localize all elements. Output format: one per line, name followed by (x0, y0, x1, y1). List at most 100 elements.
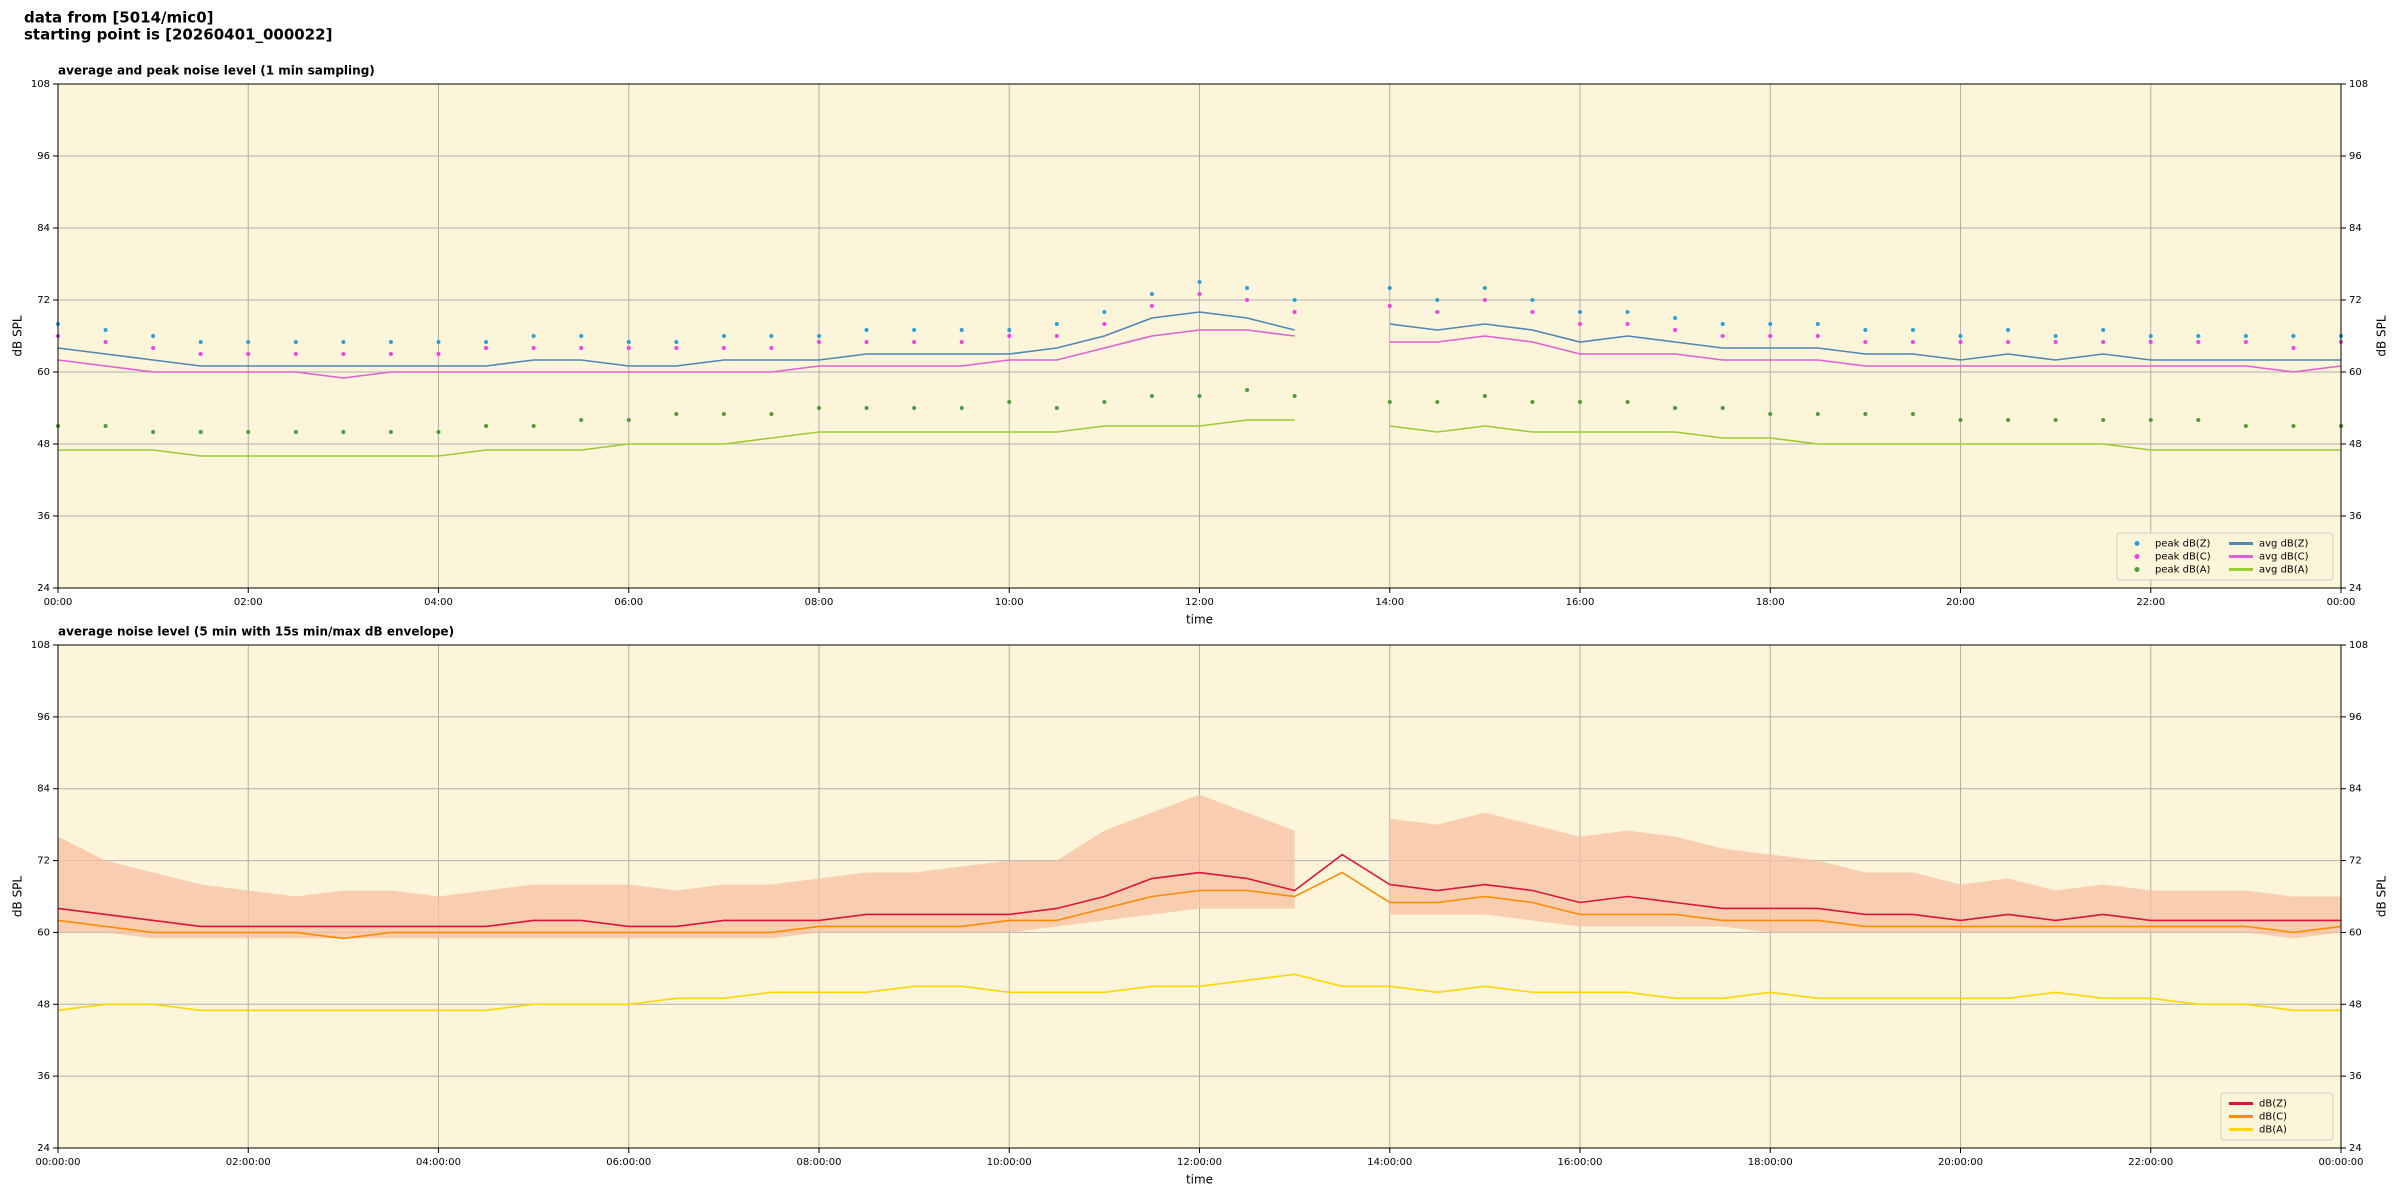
peak-point (1625, 322, 1630, 326)
y-tick-label: 24 (37, 1143, 50, 1154)
peak-point (2243, 334, 2248, 338)
y-tick-label-right: 24 (2349, 583, 2362, 594)
y-tick-label-right: 36 (2349, 511, 2362, 522)
chart-title: average noise level (5 min with 15s min/… (58, 625, 454, 639)
plot-frame (57, 83, 2342, 589)
legend-label: peak dB(C) (2155, 552, 2211, 563)
peak-point (436, 352, 441, 356)
peak-point (1910, 340, 1915, 344)
x-tick-label: 06:00 (614, 597, 643, 608)
y-tick-label-right: 84 (2349, 784, 2362, 795)
peak-point (1054, 406, 1059, 410)
x-tick-label: 20:00:00 (1938, 1157, 1983, 1168)
peak-point (1768, 334, 1773, 338)
y-tick-label-right: 48 (2349, 439, 2362, 450)
peak-point (1720, 322, 1725, 326)
peak-point (2291, 346, 2296, 350)
x-tick-label: 10:00:00 (987, 1157, 1032, 1168)
x-tick-label: 02:00 (234, 597, 263, 608)
x-tick-label: 22:00:00 (2128, 1157, 2173, 1168)
peak-point (959, 406, 964, 410)
series-line (57, 311, 2341, 367)
x-tick-label: 22:00 (2136, 597, 2165, 608)
peak-point (2101, 418, 2106, 422)
y-tick-label: 60 (37, 927, 50, 938)
peak-point (721, 334, 726, 338)
peak-point (2053, 334, 2058, 338)
x-tick-label: 10:00 (995, 597, 1024, 608)
peak-point (1007, 328, 1012, 332)
peak-point (2196, 418, 2201, 422)
x-tick-label: 00:00:00 (36, 1157, 81, 1168)
peak-point (912, 340, 917, 344)
legend-label: avg dB(Z) (2259, 539, 2309, 550)
peak-point (1863, 328, 1868, 332)
peak-point (1625, 400, 1630, 404)
peak-point (626, 346, 631, 350)
x-tick-label: 08:00:00 (797, 1157, 842, 1168)
legend-swatch (2134, 541, 2140, 546)
peak-point (2101, 340, 2106, 344)
peak-point (1292, 310, 1297, 314)
peak-point (1815, 412, 1820, 416)
peak-point (1578, 322, 1582, 326)
peak-point (959, 340, 964, 344)
peak-point (103, 424, 108, 428)
peak-point (246, 430, 251, 434)
peak-point (2291, 334, 2296, 338)
peak-point (2291, 424, 2296, 428)
peak-point (1245, 286, 1250, 290)
x-tick-label: 04:00 (424, 597, 453, 608)
y-axis-label-right: dB SPL (2375, 876, 2389, 918)
peak-point (817, 406, 821, 410)
peak-point (1578, 310, 1582, 314)
peak-point (864, 328, 869, 332)
peak-point (2053, 340, 2058, 344)
peak-point (1768, 322, 1773, 326)
peak-point (1149, 292, 1154, 296)
peak-point (1149, 394, 1154, 398)
peak-point (1482, 394, 1487, 398)
y-tick-label: 96 (37, 151, 50, 162)
peak-point (1815, 322, 1820, 326)
peak-point (246, 352, 251, 356)
peak-point (388, 340, 393, 344)
peak-point (198, 430, 203, 434)
peak-point (1102, 322, 1107, 326)
y-tick-label: 24 (37, 583, 50, 594)
peak-point (2148, 334, 2153, 338)
peak-point (1578, 400, 1582, 404)
peak-point (1530, 298, 1535, 302)
y-tick-label: 96 (37, 712, 50, 723)
legend-swatch (2134, 554, 2140, 559)
peak-point (1245, 298, 1250, 302)
peak-point (674, 412, 679, 416)
peak-point (1863, 412, 1868, 416)
peak-point (1197, 292, 1202, 296)
peak-point (1673, 328, 1678, 332)
peak-point (817, 334, 821, 338)
series-line (57, 973, 2341, 1012)
series-line (58, 419, 2341, 457)
x-tick-label: 04:00:00 (416, 1157, 461, 1168)
peak-point (293, 352, 298, 356)
x-tick-label: 18:00:00 (1748, 1157, 1793, 1168)
peak-point (1007, 400, 1012, 404)
y-tick-label-right: 96 (2349, 151, 2362, 162)
x-tick-label: 00:00 (44, 597, 73, 608)
peak-point (769, 346, 774, 350)
y-tick-label: 84 (37, 784, 50, 795)
legend-label: dB(C) (2259, 1112, 2287, 1123)
peak-point (1673, 406, 1678, 410)
peak-point (1387, 304, 1392, 308)
peak-point (1387, 286, 1392, 290)
series-line (57, 329, 2342, 379)
peak-point (1768, 412, 1773, 416)
peak-point (626, 418, 631, 422)
peak-point (2148, 340, 2153, 344)
peak-point (1815, 334, 1820, 338)
y-tick-label-right: 60 (2349, 367, 2362, 378)
x-tick-label: 06:00:00 (606, 1157, 651, 1168)
